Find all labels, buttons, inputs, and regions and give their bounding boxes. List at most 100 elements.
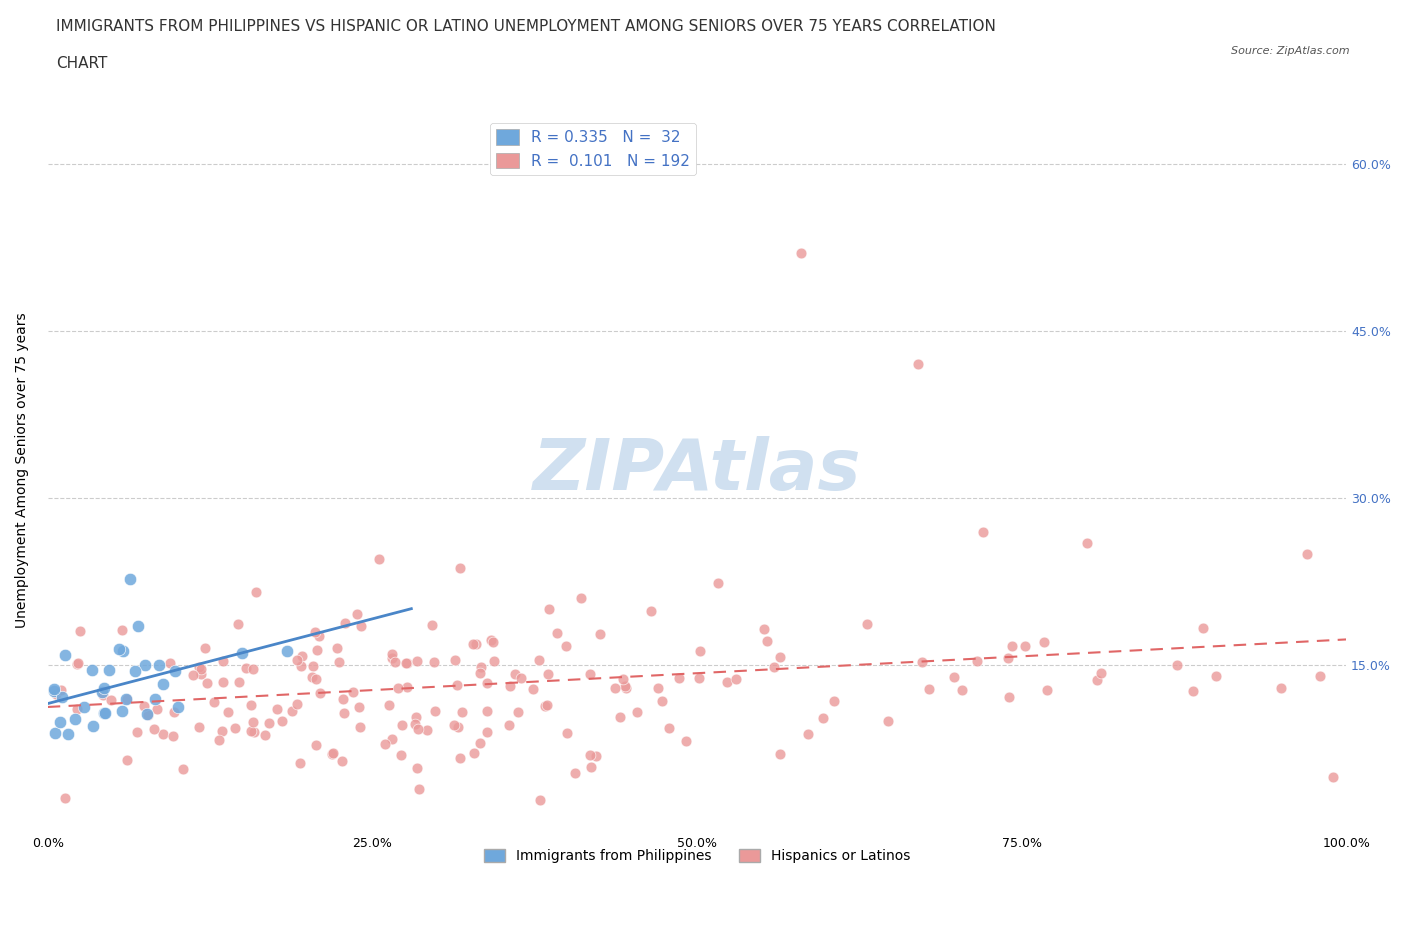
- Point: [231, 645, 253, 660]
- Point: [406, 760, 429, 775]
- Point: [998, 690, 1021, 705]
- Point: [1322, 769, 1344, 784]
- Point: [389, 748, 412, 763]
- Point: [91, 687, 114, 702]
- Point: [226, 617, 249, 631]
- Point: [162, 729, 184, 744]
- Point: [66, 702, 89, 717]
- Point: [328, 654, 350, 669]
- Point: [66, 656, 89, 671]
- Point: [387, 681, 409, 696]
- Point: [470, 659, 492, 674]
- Y-axis label: Unemployment Among Seniors over 75 years: Unemployment Among Seniors over 75 years: [15, 312, 30, 628]
- Point: [308, 629, 330, 644]
- Point: [212, 654, 235, 669]
- Point: [762, 659, 785, 674]
- Point: [115, 692, 138, 707]
- Point: [754, 621, 776, 636]
- Point: [527, 653, 550, 668]
- Point: [118, 572, 141, 587]
- Point: [612, 671, 634, 686]
- Point: [111, 623, 134, 638]
- Point: [1166, 658, 1188, 672]
- Point: [1087, 672, 1109, 687]
- Point: [111, 644, 134, 658]
- Point: [110, 704, 132, 719]
- Point: [1001, 639, 1024, 654]
- Point: [188, 719, 211, 734]
- Point: [181, 668, 204, 683]
- Point: [193, 641, 215, 656]
- Point: [626, 705, 648, 720]
- Point: [579, 667, 602, 682]
- Point: [943, 670, 966, 684]
- Point: [420, 618, 443, 632]
- Point: [63, 711, 86, 726]
- Point: [406, 722, 429, 737]
- Point: [212, 675, 235, 690]
- Point: [132, 698, 155, 713]
- Point: [195, 676, 218, 691]
- Point: [108, 642, 131, 657]
- Point: [51, 689, 73, 704]
- Point: [589, 627, 612, 642]
- Point: [1205, 669, 1227, 684]
- Text: IMMIGRANTS FROM PHILIPPINES VS HISPANIC OR LATINO UNEMPLOYMENT AMONG SENIORS OVE: IMMIGRANTS FROM PHILIPPINES VS HISPANIC …: [56, 19, 995, 33]
- Point: [242, 714, 264, 729]
- Point: [190, 661, 212, 676]
- Point: [1036, 683, 1059, 698]
- Point: [208, 733, 231, 748]
- Point: [124, 663, 146, 678]
- Point: [301, 670, 323, 684]
- Point: [464, 636, 486, 651]
- Point: [152, 676, 174, 691]
- Point: [1309, 669, 1331, 684]
- Point: [127, 618, 149, 633]
- Point: [415, 723, 437, 737]
- Point: [307, 643, 329, 658]
- Point: [614, 681, 637, 696]
- Point: [53, 648, 76, 663]
- Point: [706, 576, 728, 591]
- Point: [503, 667, 526, 682]
- Point: [668, 671, 690, 685]
- Point: [288, 755, 311, 770]
- Point: [911, 655, 934, 670]
- Point: [1090, 666, 1112, 681]
- Point: [569, 591, 592, 605]
- Point: [688, 671, 710, 685]
- Point: [391, 718, 413, 733]
- Point: [266, 701, 288, 716]
- Point: [301, 658, 323, 673]
- Point: [240, 724, 263, 738]
- Point: [396, 680, 419, 695]
- Point: [564, 765, 586, 780]
- Point: [73, 699, 96, 714]
- Point: [447, 719, 470, 734]
- Point: [100, 693, 122, 708]
- Point: [44, 725, 66, 740]
- Point: [557, 726, 579, 741]
- Point: [349, 720, 371, 735]
- Point: [508, 704, 530, 719]
- Point: [1270, 680, 1292, 695]
- Point: [423, 703, 446, 718]
- Point: [468, 665, 491, 680]
- Point: [1033, 635, 1056, 650]
- Point: [482, 654, 505, 669]
- Point: [45, 686, 67, 701]
- Point: [510, 671, 533, 685]
- Point: [384, 654, 406, 669]
- Point: [333, 706, 356, 721]
- Point: [482, 635, 505, 650]
- Point: [463, 746, 485, 761]
- Point: [443, 717, 465, 732]
- Point: [640, 604, 662, 618]
- Point: [136, 708, 159, 723]
- Point: [136, 707, 159, 722]
- Point: [367, 551, 389, 566]
- Point: [152, 726, 174, 741]
- Point: [190, 667, 212, 682]
- Point: [966, 653, 988, 668]
- Point: [950, 683, 973, 698]
